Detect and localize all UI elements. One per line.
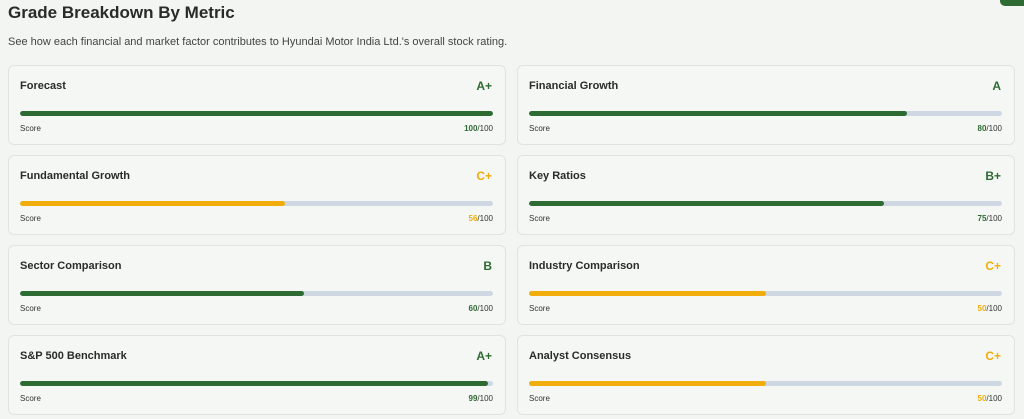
metric-grade: B+ [985, 169, 1001, 183]
metric-name: Financial Growth [529, 80, 619, 92]
score-bar-track [20, 201, 493, 206]
metric-card-financial-growth: Financial Growth A Score 80/100 [517, 65, 1015, 145]
metric-grid: Forecast A+ Score 100/100 Financial Grow… [8, 65, 1015, 415]
score-max: /100 [477, 394, 493, 403]
score-max: /100 [477, 124, 493, 133]
metric-card-fundamental-growth: Fundamental Growth C+ Score 56/100 [8, 155, 506, 235]
metric-grade: A [992, 79, 1001, 93]
metric-grade: B [483, 259, 492, 273]
score-value: 50/100 [978, 304, 1002, 313]
metric-name: Forecast [20, 80, 66, 92]
metric-grade: A+ [476, 349, 492, 363]
metric-card-key-ratios: Key Ratios B+ Score 75/100 [517, 155, 1015, 235]
score-bar-fill [20, 291, 304, 296]
score-bar-fill [529, 201, 884, 206]
metric-name: Analyst Consensus [529, 350, 632, 362]
score-value: 56/100 [469, 214, 493, 223]
score-bar-fill [20, 381, 489, 386]
score-number: 99 [468, 394, 478, 403]
metric-card-sector-comparison: Sector Comparison B Score 60/100 [8, 245, 506, 325]
score-label: Score [529, 304, 550, 313]
score-bar-track [20, 381, 493, 386]
metric-grade: C+ [985, 349, 1001, 363]
metric-grade: C+ [476, 169, 492, 183]
score-number: 80 [977, 124, 987, 133]
score-label: Score [20, 394, 41, 403]
score-value: 80/100 [978, 124, 1002, 133]
metric-card-analyst-consensus: Analyst Consensus C+ Score 50/100 [517, 335, 1015, 415]
score-max: /100 [986, 124, 1002, 133]
score-number: 60 [468, 304, 478, 313]
score-number: 56 [468, 214, 478, 223]
score-bar-track [529, 111, 1002, 116]
score-value: 50/100 [978, 394, 1002, 403]
score-max: /100 [986, 394, 1002, 403]
score-max: /100 [986, 214, 1002, 223]
metric-grade: A+ [476, 79, 492, 93]
score-bar-track [20, 111, 493, 116]
score-max: /100 [477, 304, 493, 313]
section-title: Grade Breakdown By Metric [8, 3, 235, 22]
metric-card-sp500-benchmark: S&P 500 Benchmark A+ Score 99/100 [8, 335, 506, 415]
score-bar-track [529, 201, 1002, 206]
score-label: Score [20, 214, 41, 223]
score-number: 75 [977, 214, 987, 223]
score-bar-fill [20, 111, 493, 116]
score-bar-fill [529, 381, 766, 386]
score-value: 99/100 [469, 394, 493, 403]
metric-grade: C+ [985, 259, 1001, 273]
metric-name: Sector Comparison [20, 260, 122, 272]
section-subtitle: See how each financial and market factor… [8, 36, 508, 48]
score-number: 50 [977, 394, 987, 403]
score-label: Score [529, 124, 550, 133]
score-value: 75/100 [978, 214, 1002, 223]
score-bar-track [20, 291, 493, 296]
metric-name: Fundamental Growth [20, 170, 130, 182]
corner-tab[interactable] [1000, 0, 1024, 6]
score-max: /100 [477, 214, 493, 223]
score-number: 50 [977, 304, 987, 313]
metric-name: Industry Comparison [529, 260, 640, 272]
score-value: 100/100 [464, 124, 493, 133]
score-label: Score [20, 304, 41, 313]
score-bar-fill [529, 111, 908, 116]
metric-name: Key Ratios [529, 170, 586, 182]
score-value: 60/100 [469, 304, 493, 313]
score-label: Score [20, 124, 41, 133]
score-bar-fill [20, 201, 285, 206]
metric-card-industry-comparison: Industry Comparison C+ Score 50/100 [517, 245, 1015, 325]
metric-name: S&P 500 Benchmark [20, 350, 127, 362]
score-bar-track [529, 381, 1002, 386]
score-label: Score [529, 214, 550, 223]
score-number: 100 [464, 124, 478, 133]
score-bar-track [529, 291, 1002, 296]
metric-card-forecast: Forecast A+ Score 100/100 [8, 65, 506, 145]
score-bar-fill [529, 291, 766, 296]
score-label: Score [529, 394, 550, 403]
score-max: /100 [986, 304, 1002, 313]
